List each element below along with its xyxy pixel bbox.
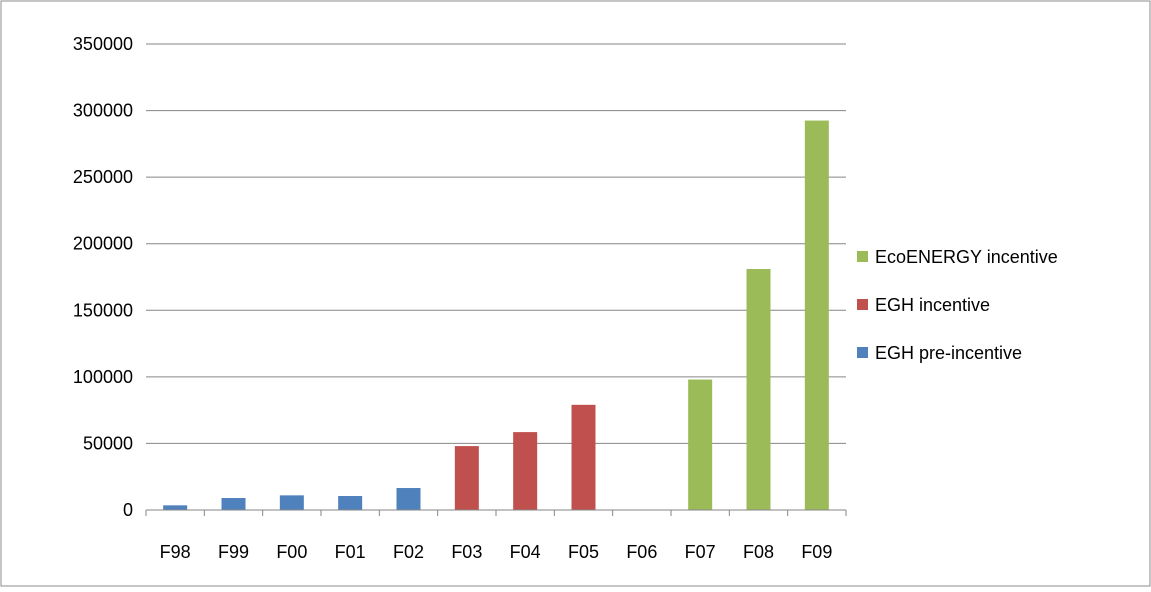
legend-label: EcoENERGY incentive (875, 247, 1058, 267)
y-tick-label: 100000 (73, 367, 133, 387)
legend-label: EGH incentive (875, 295, 990, 315)
gridlines (146, 43, 846, 444)
x-tick-label: F02 (393, 542, 424, 562)
x-tick-label: F07 (685, 542, 716, 562)
legend-label: EGH pre-incentive (875, 343, 1022, 363)
bar-f03 (454, 446, 479, 510)
x-tick-label: F06 (626, 542, 657, 562)
x-tick-label: F98 (160, 542, 191, 562)
y-tick-label: 300000 (73, 101, 133, 121)
legend-swatch (857, 299, 868, 310)
y-tick-label: 0 (123, 500, 133, 520)
x-axis-ticks: F98 F99 F00 F01 F02 F03 F04 F05 F06 F07 F08 F09 (145, 510, 847, 562)
bar-f08 (746, 269, 771, 510)
legend: EcoENERGY incentive EGH incentive EGH pre-… (857, 247, 1058, 363)
y-tick-label: 350000 (73, 34, 133, 54)
bar-f02 (396, 488, 421, 510)
x-tick-label: F01 (335, 542, 366, 562)
x-tick-label: F00 (276, 542, 307, 562)
bar-f00 (279, 495, 304, 510)
bar-f01 (338, 496, 363, 510)
y-axis-ticks: 0 50000 100000 150000 200000 250000 300000 3500… (73, 34, 133, 520)
x-tick-label: F09 (801, 542, 832, 562)
y-tick-label: 200000 (73, 234, 133, 254)
y-tick-label: 150000 (73, 300, 133, 320)
bar-f98 (163, 505, 188, 510)
bars (163, 120, 829, 511)
x-tick-label: F99 (218, 542, 249, 562)
bar-f09 (804, 120, 829, 511)
x-tick-label: F03 (451, 542, 482, 562)
x-tick-label: F04 (510, 542, 541, 562)
y-tick-label: 50000 (83, 433, 133, 453)
x-tick-label: F08 (743, 542, 774, 562)
bar-f99 (221, 498, 246, 510)
legend-swatch (857, 251, 868, 262)
legend-swatch (857, 347, 868, 358)
x-tick-label: F05 (568, 542, 599, 562)
bar-f05 (571, 404, 596, 510)
bar-f04 (513, 432, 538, 510)
bar-f07 (688, 379, 713, 510)
y-tick-label: 250000 (73, 167, 133, 187)
